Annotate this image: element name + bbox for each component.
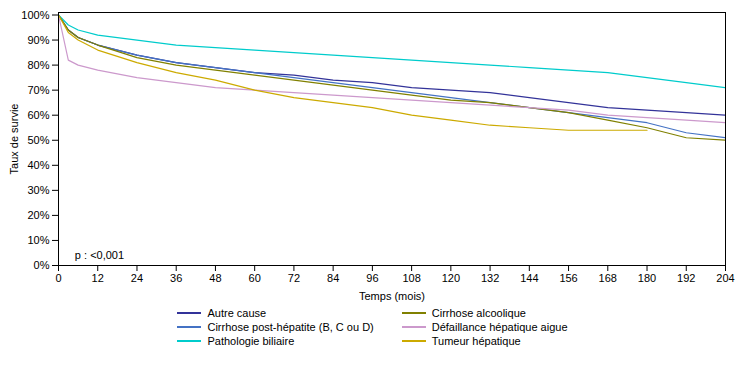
svg-text:50%: 50% — [27, 134, 49, 146]
svg-text:70%: 70% — [27, 84, 49, 96]
svg-text:80%: 80% — [27, 59, 49, 71]
svg-text:108: 108 — [402, 272, 420, 284]
svg-text:204: 204 — [716, 272, 734, 284]
html-text:Autre cause: Autre cause — [207, 307, 267, 319]
svg-text:24: 24 — [131, 272, 143, 284]
svg-text:120: 120 — [442, 272, 460, 284]
svg-text:96: 96 — [366, 272, 378, 284]
svg-text:60: 60 — [249, 272, 261, 284]
svg-text:20%: 20% — [27, 209, 49, 221]
svg-text:0: 0 — [55, 272, 61, 284]
svg-text:30%: 30% — [27, 184, 49, 196]
svg-text:192: 192 — [677, 272, 695, 284]
html-text:Cirrhose post-hépatite (B, C o: Cirrhose post-hépatite (B, C ou D) — [207, 321, 374, 333]
svg-text:168: 168 — [599, 272, 617, 284]
html-text:Cirrhose alcoolique: Cirrhose alcoolique — [431, 307, 526, 319]
svg-text:40%: 40% — [27, 159, 49, 171]
svg-text:156: 156 — [559, 272, 577, 284]
svg-text:84: 84 — [327, 272, 339, 284]
svg-text:10%: 10% — [27, 234, 49, 246]
svg-text:72: 72 — [288, 272, 300, 284]
svg-text:0%: 0% — [34, 259, 50, 271]
html-text:Défaillance hépatique aigue: Défaillance hépatique aigue — [431, 321, 568, 333]
svg-text:90%: 90% — [27, 34, 49, 46]
svg-text:Taux de survie: Taux de survie — [8, 104, 20, 175]
svg-text:144: 144 — [520, 272, 538, 284]
svg-text:12: 12 — [92, 272, 104, 284]
html-text:Pathologie biliaire: Pathologie biliaire — [207, 335, 295, 347]
svg-text:60%: 60% — [27, 109, 49, 121]
html-text:Tumeur hépatique: Tumeur hépatique — [431, 335, 521, 347]
svg-text:132: 132 — [481, 272, 499, 284]
svg-text:p : <0,001: p : <0,001 — [75, 249, 124, 261]
svg-text:36: 36 — [170, 272, 182, 284]
svg-text:100%: 100% — [21, 9, 49, 21]
svg-text:180: 180 — [638, 272, 656, 284]
svg-text:Temps (mois): Temps (mois) — [359, 290, 425, 302]
svg-text:48: 48 — [209, 272, 221, 284]
